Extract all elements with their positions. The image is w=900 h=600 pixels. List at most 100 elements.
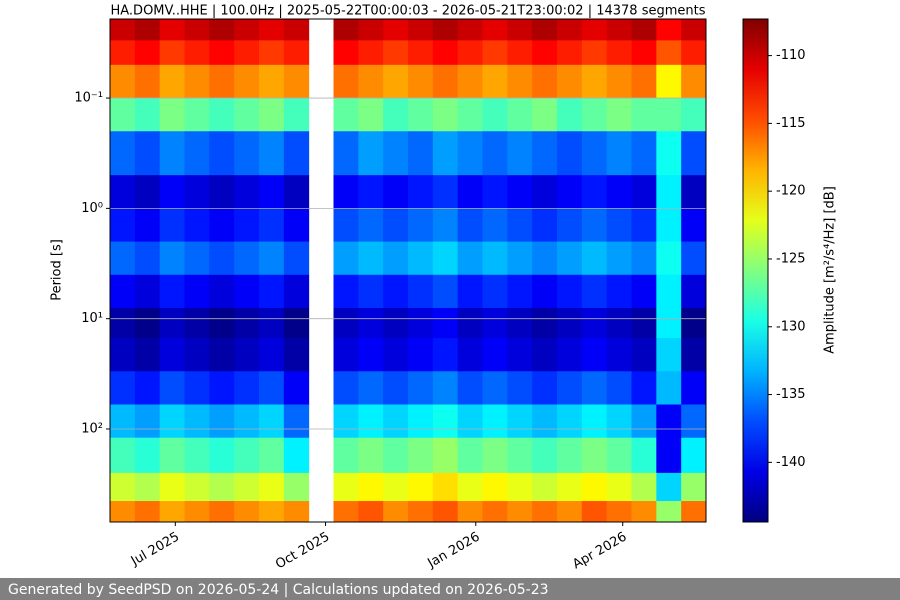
heatmap-cell xyxy=(681,40,707,66)
heatmap-cell xyxy=(606,371,632,406)
heatmap-cell xyxy=(507,131,533,176)
heatmap-cell xyxy=(656,501,682,523)
heatmap-cell xyxy=(432,64,459,99)
heatmap-cell xyxy=(259,175,285,209)
heatmap-cell xyxy=(482,307,508,339)
heatmap-cell xyxy=(557,241,583,276)
heatmap-cell xyxy=(581,131,608,176)
colorbar-tick-label: -120 xyxy=(776,184,806,199)
heatmap-cell xyxy=(234,501,260,523)
heatmap-cell xyxy=(606,131,632,176)
chart-title: HA.DOMV..HHE | 100.0Hz | 2025-05-22T00:0… xyxy=(110,4,705,19)
heatmap-cell xyxy=(209,404,235,439)
heatmap-cell xyxy=(134,501,161,523)
heatmap-cell xyxy=(432,371,459,406)
heatmap-cell xyxy=(408,307,434,339)
heatmap-cell xyxy=(159,98,185,132)
heatmap-cell xyxy=(234,208,260,243)
heatmap-cell xyxy=(283,131,310,176)
heatmap-cell xyxy=(110,371,136,406)
heatmap-cell xyxy=(606,208,632,243)
x-tick-label: Oct 2025 xyxy=(273,530,332,573)
heatmap-cell xyxy=(333,472,359,502)
heatmap-cell xyxy=(482,241,508,276)
heatmap-cell xyxy=(507,175,533,209)
heatmap-cell xyxy=(209,241,235,276)
heatmap-cell xyxy=(159,338,185,372)
heatmap-cell xyxy=(581,501,608,523)
heatmap-cell xyxy=(408,19,434,41)
heatmap-cell xyxy=(159,131,185,176)
heatmap-cell xyxy=(333,241,359,276)
heatmap-cell xyxy=(457,437,483,474)
heatmap-cell xyxy=(110,208,136,243)
heatmap-cell xyxy=(159,472,185,502)
heatmap-cell xyxy=(234,40,260,66)
heatmap-cell xyxy=(134,307,161,339)
heatmap-cell xyxy=(631,175,657,209)
heatmap-cell xyxy=(283,98,310,132)
heatmap-cell xyxy=(184,274,210,309)
colorbar xyxy=(742,18,769,523)
heatmap-cell xyxy=(557,437,583,474)
heatmap-cell xyxy=(333,371,359,406)
heatmap-cell xyxy=(656,338,682,372)
heatmap-cell xyxy=(358,371,384,406)
heatmap-cell xyxy=(681,175,707,209)
heatmap-cell xyxy=(457,404,483,439)
heatmap-cell xyxy=(283,175,310,209)
heatmap-cell xyxy=(457,241,483,276)
heatmap-cell xyxy=(557,64,583,99)
heatmap-cell xyxy=(532,472,558,502)
y-tick-label: 10² xyxy=(81,421,103,436)
heatmap-cell xyxy=(383,307,409,339)
heatmap-cell xyxy=(184,338,210,372)
heatmap-cell xyxy=(209,472,235,502)
heatmap-cell xyxy=(482,19,508,41)
heatmap-cell xyxy=(209,98,235,132)
heatmap-cell xyxy=(358,274,384,309)
heatmap-cell xyxy=(259,338,285,372)
heatmap-cell xyxy=(557,131,583,176)
heatmap-cell xyxy=(184,501,210,523)
heatmap-cell xyxy=(383,64,409,99)
heatmap-cell xyxy=(581,98,608,132)
heatmap-cell xyxy=(383,131,409,176)
heatmap-cell xyxy=(532,19,558,41)
heatmap-cell xyxy=(457,274,483,309)
heatmap-cell xyxy=(408,472,434,502)
heatmap-cell xyxy=(283,208,310,243)
heatmap-cell xyxy=(457,501,483,523)
heatmap-cell xyxy=(557,19,583,41)
heatmap-cell xyxy=(432,175,459,209)
heatmap-cell xyxy=(383,371,409,406)
heatmap-cell xyxy=(457,338,483,372)
heatmap-cell xyxy=(408,64,434,99)
heatmap-cell xyxy=(507,307,533,339)
heatmap-cell xyxy=(134,371,161,406)
heatmap-cell xyxy=(606,307,632,339)
heatmap-cell xyxy=(581,241,608,276)
heatmap-cell xyxy=(333,175,359,209)
heatmap-cell xyxy=(507,371,533,406)
heatmap-cell xyxy=(408,131,434,176)
heatmap-cell xyxy=(259,307,285,339)
heatmap-cell xyxy=(184,131,210,176)
heatmap-cell xyxy=(110,274,136,309)
heatmap-cell xyxy=(432,437,459,474)
colorbar-tick-label: -125 xyxy=(776,251,806,266)
heatmap-cell xyxy=(656,472,682,502)
heatmap-cell xyxy=(358,208,384,243)
heatmap-cell xyxy=(532,338,558,372)
heatmap-cell xyxy=(681,472,707,502)
heatmap-cell xyxy=(358,40,384,66)
heatmap-cell xyxy=(631,437,657,474)
heatmap-cell xyxy=(209,338,235,372)
heatmap-cell xyxy=(482,437,508,474)
heatmap-cell xyxy=(110,98,136,132)
heatmap-cell xyxy=(358,404,384,439)
heatmap-cell xyxy=(631,19,657,41)
heatmap-cell xyxy=(557,175,583,209)
heatmap-cell xyxy=(606,64,632,99)
heatmap-cell xyxy=(184,175,210,209)
